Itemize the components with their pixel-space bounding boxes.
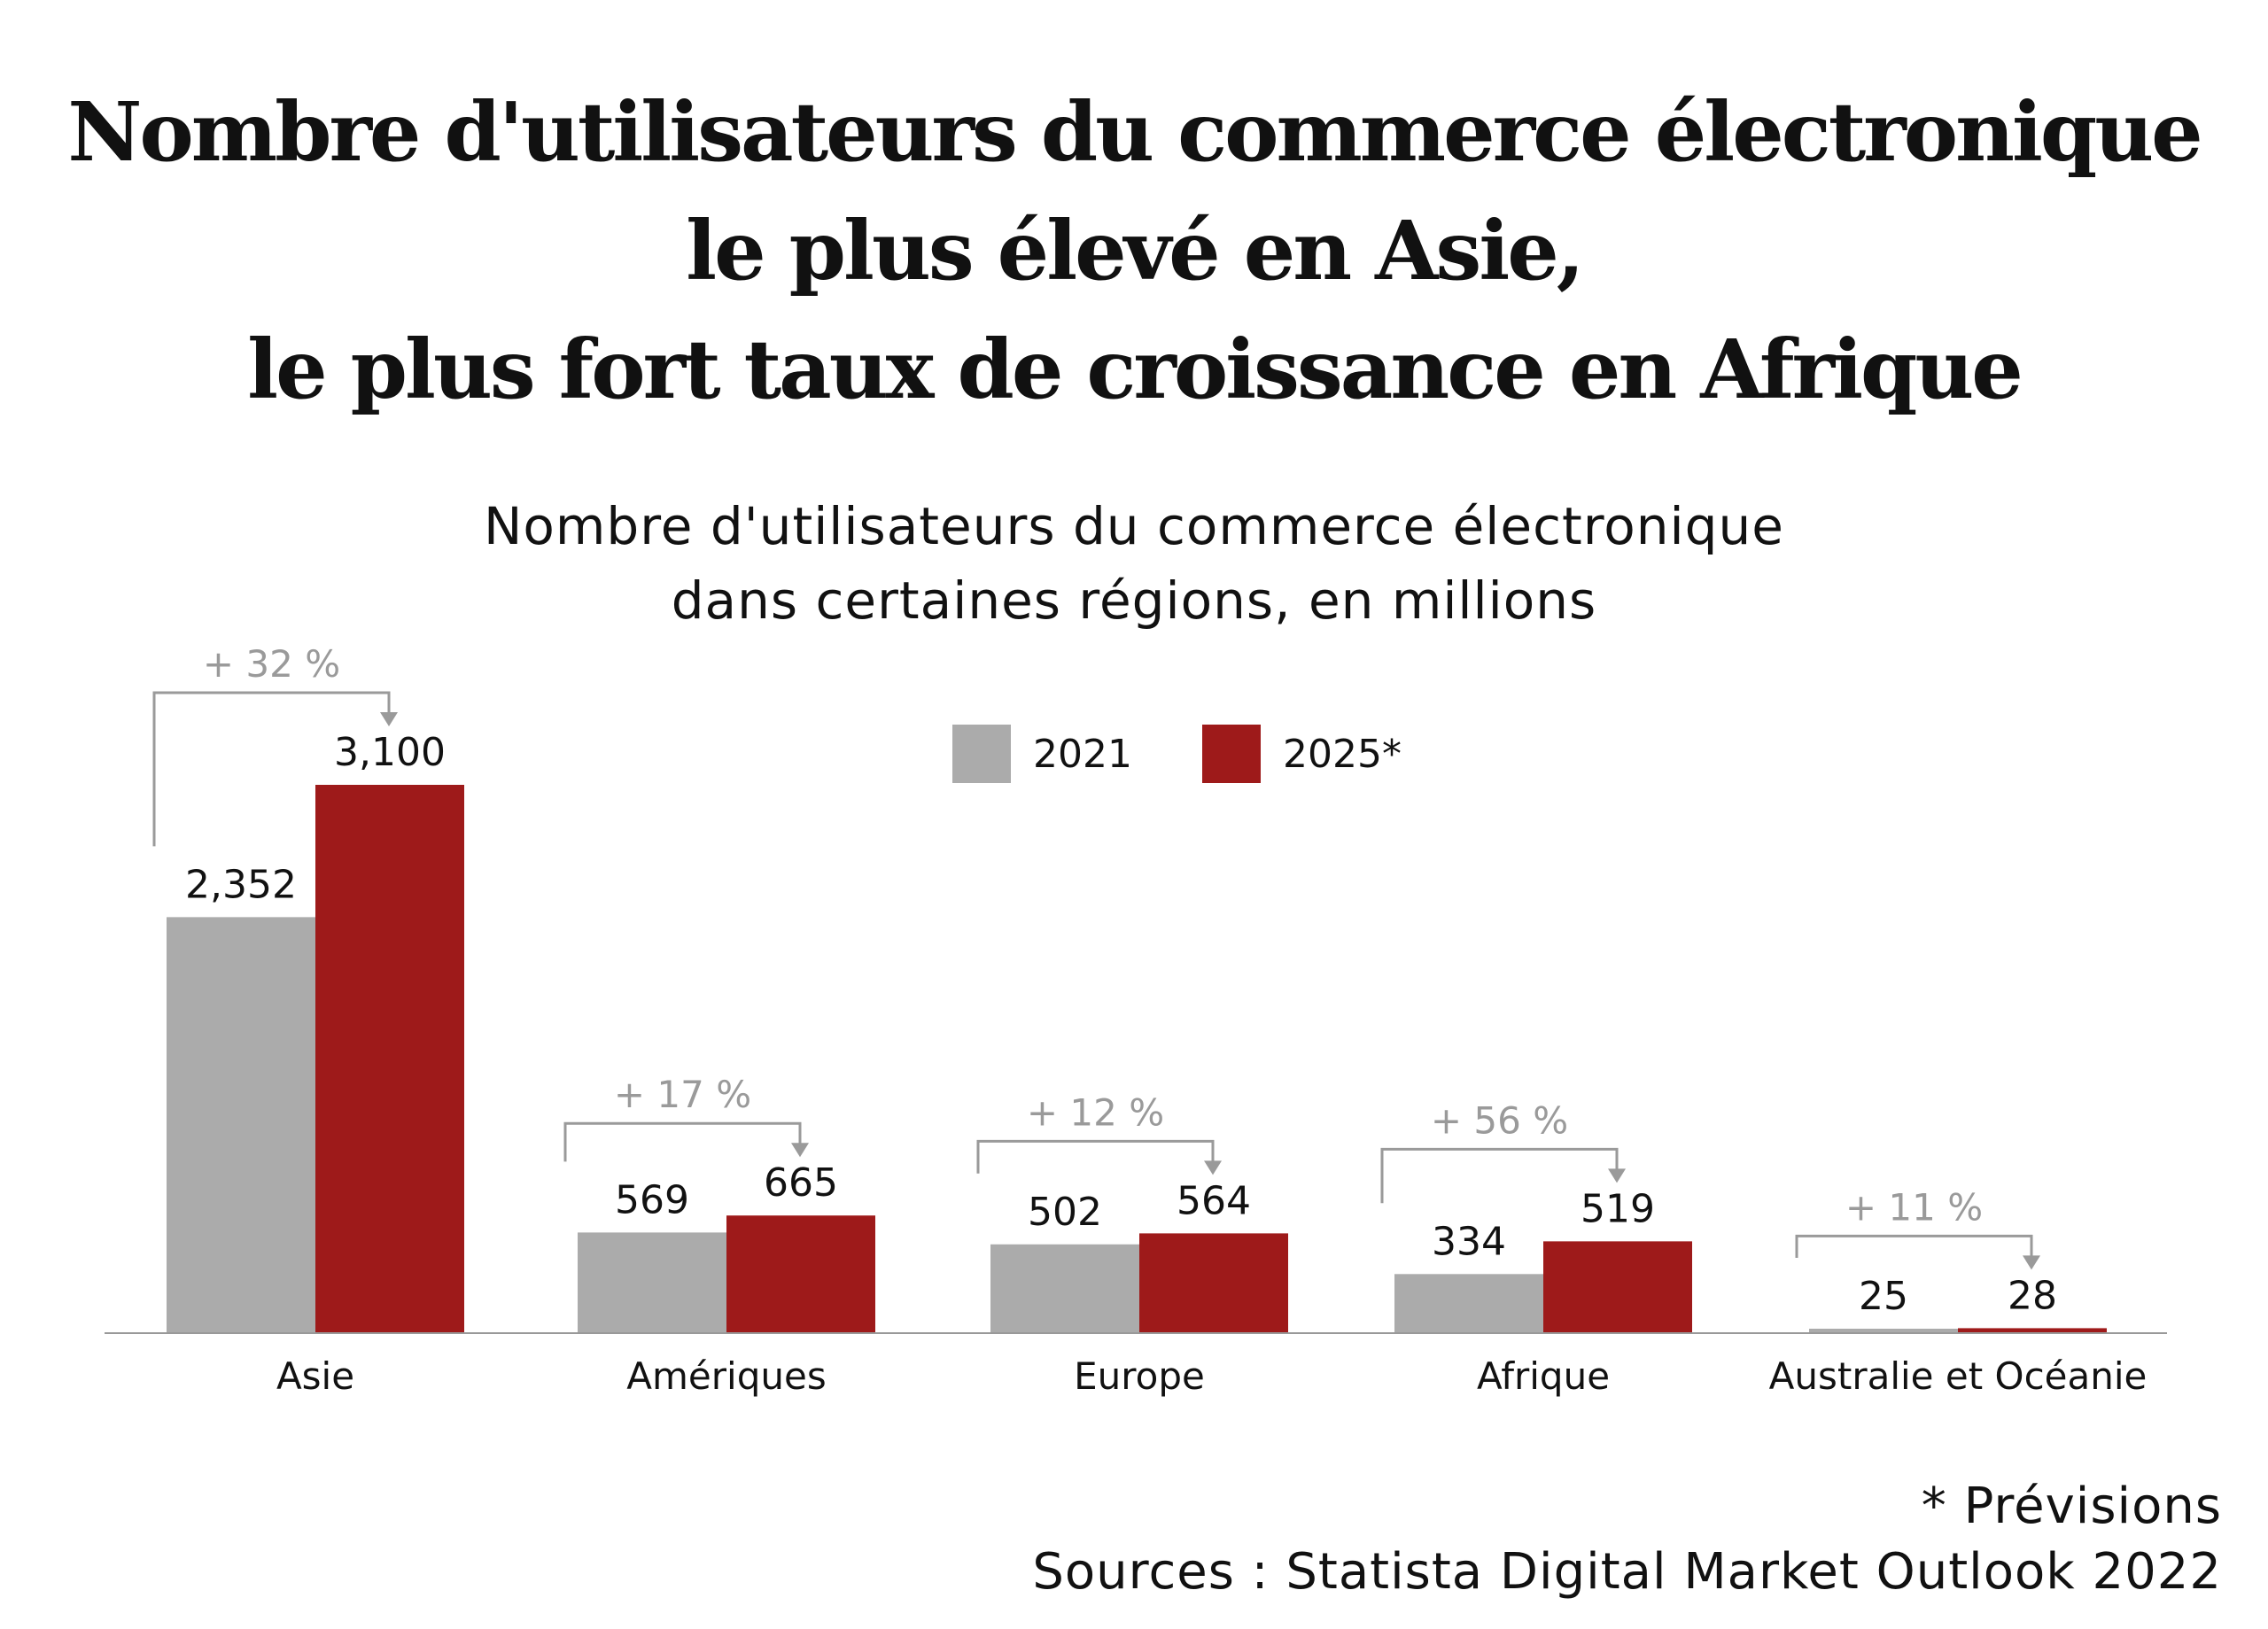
headline-line-3: le plus fort taux de croissance en Afriq… [247, 322, 2023, 417]
headline-line-2: le plus élevé en Asie, [686, 203, 1585, 299]
bar-2021-3 [1394, 1274, 1543, 1333]
growth-label-3: + 56 % [1431, 1098, 1568, 1142]
bar-2025-2 [1139, 1233, 1288, 1333]
bar-2021-2 [990, 1244, 1139, 1333]
chart-title-line-1: Nombre d'utilisateurs du commerce électr… [484, 496, 1784, 556]
forecast-note: * Prévisions [1921, 1478, 2222, 1535]
data-label-2021-2: 502 [1028, 1190, 1102, 1235]
category-label-3: Afrique [1477, 1354, 1610, 1398]
sources-note: Sources : Statista Digital Market Outloo… [1032, 1543, 2222, 1601]
data-label-2025-0: 3,100 [334, 730, 446, 775]
bar-2021-0 [167, 917, 315, 1333]
growth-label-1: + 17 % [614, 1073, 751, 1116]
category-label-2: Europe [1074, 1354, 1205, 1398]
growth-label-4: + 11 % [1845, 1185, 1983, 1229]
growth-arrowhead-1 [791, 1143, 809, 1158]
growth-bracket-2 [976, 1139, 1215, 1174]
growth-label-0: + 32 % [203, 642, 340, 686]
bar-2025-3 [1543, 1241, 1692, 1333]
chart-title: Nombre d'utilisateurs du commerce électr… [0, 489, 2268, 638]
data-label-2021-0: 2,352 [185, 862, 297, 907]
growth-arrowhead-4 [2023, 1255, 2040, 1270]
data-label-2025-4: 28 [2008, 1273, 2057, 1318]
bar-2025-4 [1958, 1328, 2107, 1333]
headline: Nombre d'utilisateurs du commerce électr… [0, 73, 2268, 429]
growth-arrowhead-2 [1204, 1160, 1222, 1175]
growth-label-2: + 12 % [1027, 1090, 1164, 1134]
category-label-1: Amériques [626, 1354, 826, 1398]
legend: 2021 2025* [952, 725, 1402, 783]
legend-swatch-2021 [952, 725, 1011, 783]
data-label-2021-3: 334 [1432, 1219, 1506, 1264]
legend-swatch-2025 [1202, 725, 1261, 783]
headline-line-1: Nombre d'utilisateurs du commerce électr… [67, 84, 2202, 180]
bars: 2,352 3,100 569 665 502 564 334 519 25 28 [167, 730, 2107, 1333]
growth-arrowhead-0 [380, 712, 398, 726]
growth-arrowhead-3 [1608, 1168, 1626, 1183]
data-label-2021-1: 569 [615, 1177, 689, 1222]
x-axis: Asie Amériques Europe Afrique Australie et O… [105, 1332, 2167, 1398]
growth-bracket-4 [1795, 1234, 2033, 1259]
growth-bracket-3 [1380, 1147, 1619, 1204]
data-label-2025-3: 519 [1581, 1186, 1655, 1231]
chart-title-line-2: dans certaines régions, en millions [671, 570, 1597, 631]
growth-annotations: + 32 % + 17 % + 12 % + 56 % + 11 % [152, 642, 2040, 1270]
category-label-4: Australie et Océanie [1769, 1354, 2148, 1398]
bar-2021-1 [578, 1232, 726, 1333]
legend-label-2025: 2025* [1283, 732, 1402, 777]
data-label-2025-2: 564 [1177, 1178, 1251, 1223]
data-label-2021-4: 25 [1859, 1274, 1908, 1319]
legend-label-2021: 2021 [1033, 732, 1132, 777]
growth-bracket-0 [152, 691, 391, 847]
bar-2025-1 [726, 1215, 875, 1333]
bar-2025-0 [315, 785, 464, 1333]
category-label-0: Asie [276, 1354, 354, 1398]
growth-bracket-1 [563, 1121, 802, 1162]
data-label-2025-1: 665 [764, 1160, 838, 1206]
bar-2021-4 [1809, 1329, 1958, 1333]
